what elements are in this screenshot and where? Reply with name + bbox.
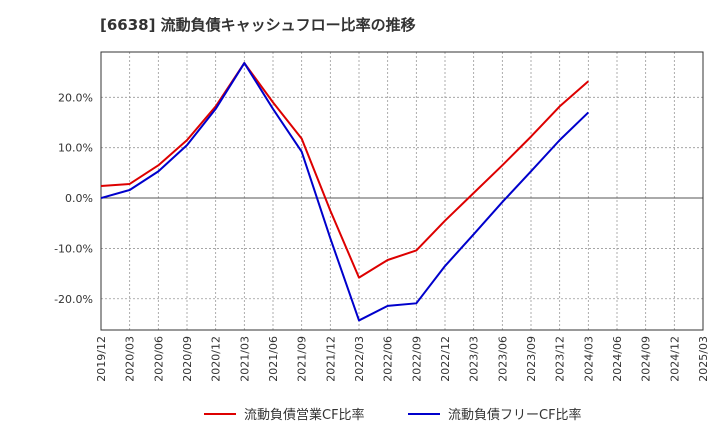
x-tick-label: 2024/09 — [640, 336, 653, 382]
x-tick-label: 2021/09 — [296, 336, 309, 382]
x-tick-label: 2021/06 — [267, 336, 280, 382]
x-tick-label: 2022/03 — [353, 336, 366, 382]
x-tick-label: 2024/12 — [668, 336, 681, 382]
x-tick-label: 2020/03 — [124, 336, 137, 382]
x-tick-label: 2022/06 — [382, 336, 395, 382]
x-tick-label: 2019/12 — [95, 336, 108, 382]
y-tick-label: 20.0% — [58, 91, 93, 104]
legend-label-2: 流動負債フリーCF比率 — [448, 407, 582, 423]
x-tick-label: 2024/03 — [582, 336, 595, 382]
series-line-1 — [100, 62, 589, 279]
plot-frame — [100, 51, 704, 331]
x-tick-label: 2022/09 — [410, 336, 423, 382]
y-tick-label: 10.0% — [58, 142, 93, 155]
legend-label-1: 流動負債営業CF比率 — [244, 407, 365, 423]
series-line-2 — [100, 62, 590, 322]
x-tick-label: 2020/06 — [152, 336, 165, 382]
chart-title: [6638] 流動負債キャッシュフロー比率の推移 — [100, 16, 416, 34]
x-tick-label: 2025/03 — [697, 336, 710, 382]
x-tick-label: 2022/12 — [439, 336, 452, 382]
x-tick-label: 2023/03 — [468, 336, 481, 382]
x-tick-label: 2024/06 — [611, 336, 624, 382]
x-tick-label: 2021/12 — [324, 336, 337, 382]
x-tick-label: 2023/12 — [554, 336, 567, 382]
y-tick-label: -20.0% — [54, 293, 93, 306]
plot-area — [101, 52, 703, 330]
x-tick-label: 2023/09 — [525, 336, 538, 382]
x-tick-label: 2020/12 — [210, 336, 223, 382]
y-tick-label: 0.0% — [65, 192, 93, 205]
y-tick-label: -10.0% — [54, 242, 93, 255]
x-tick-label: 2021/03 — [238, 336, 251, 382]
x-tick-label: 2020/09 — [181, 336, 194, 382]
x-tick-label: 2023/06 — [496, 336, 509, 382]
